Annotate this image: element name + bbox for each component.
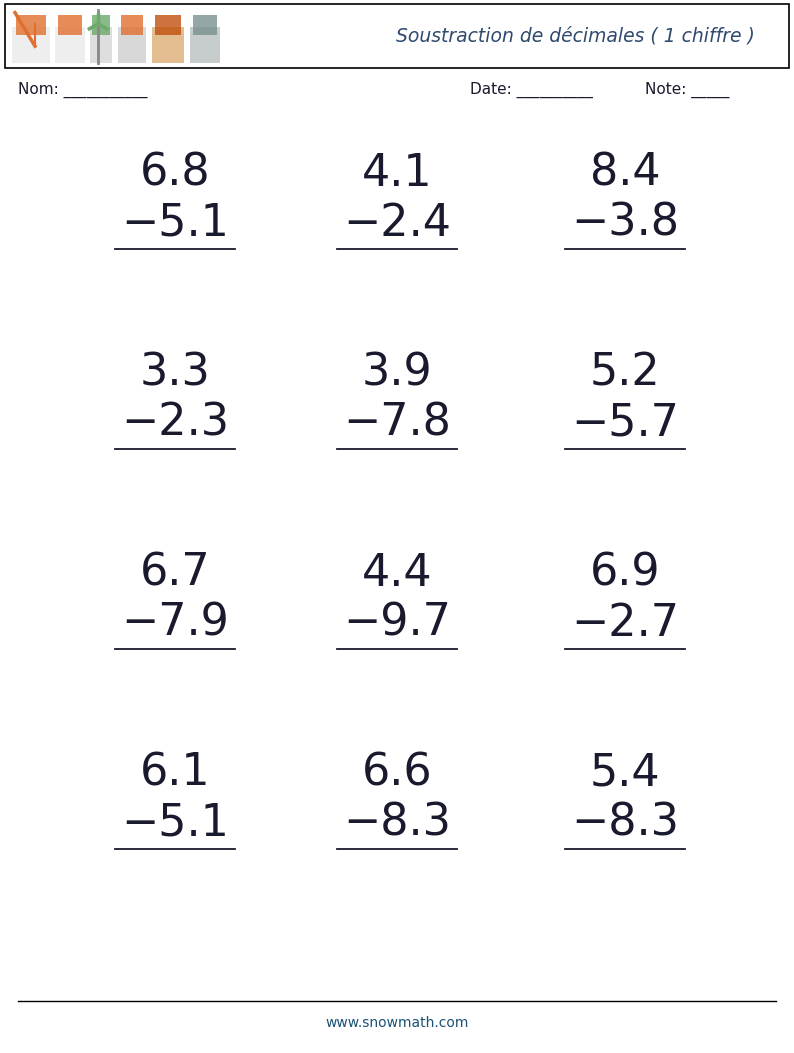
Text: 5.2: 5.2 <box>590 352 661 395</box>
Text: −2.7: −2.7 <box>571 601 679 644</box>
FancyBboxPatch shape <box>90 26 112 63</box>
FancyBboxPatch shape <box>58 16 82 35</box>
Text: −3.8: −3.8 <box>571 201 679 244</box>
Text: 6.1: 6.1 <box>140 752 210 795</box>
Text: −5.7: −5.7 <box>571 401 679 444</box>
Text: 3.9: 3.9 <box>361 352 433 395</box>
Text: Date: __________: Date: __________ <box>470 82 593 98</box>
FancyBboxPatch shape <box>16 16 46 35</box>
Text: 3.3: 3.3 <box>140 352 210 395</box>
Text: 6.9: 6.9 <box>590 552 661 595</box>
FancyBboxPatch shape <box>55 26 85 63</box>
Text: 5.4: 5.4 <box>590 752 661 795</box>
Text: −2.3: −2.3 <box>121 401 229 444</box>
FancyBboxPatch shape <box>193 16 217 35</box>
Text: −7.8: −7.8 <box>343 401 451 444</box>
Text: −5.1: −5.1 <box>121 201 229 244</box>
FancyBboxPatch shape <box>5 4 789 68</box>
FancyBboxPatch shape <box>12 26 50 63</box>
FancyBboxPatch shape <box>121 16 143 35</box>
Text: −8.3: −8.3 <box>571 801 679 845</box>
Text: Note: _____: Note: _____ <box>645 82 730 98</box>
Text: 6.7: 6.7 <box>140 552 210 595</box>
FancyBboxPatch shape <box>92 16 110 35</box>
Text: Soustraction de décimales ( 1 chiffre ): Soustraction de décimales ( 1 chiffre ) <box>396 26 755 45</box>
FancyBboxPatch shape <box>118 26 146 63</box>
Text: 6.6: 6.6 <box>362 752 432 795</box>
FancyBboxPatch shape <box>152 26 184 63</box>
Text: Nom: ___________: Nom: ___________ <box>18 82 148 98</box>
Text: −9.7: −9.7 <box>343 601 451 644</box>
Text: −7.9: −7.9 <box>121 601 229 644</box>
Text: www.snowmath.com: www.snowmath.com <box>326 1016 468 1030</box>
Text: −5.1: −5.1 <box>121 801 229 845</box>
Text: 8.4: 8.4 <box>590 152 661 195</box>
Text: −8.3: −8.3 <box>343 801 451 845</box>
Text: −2.4: −2.4 <box>343 201 451 244</box>
FancyBboxPatch shape <box>155 16 181 35</box>
Text: 4.1: 4.1 <box>362 152 432 195</box>
Text: 6.8: 6.8 <box>140 152 210 195</box>
FancyBboxPatch shape <box>190 26 220 63</box>
Text: 4.4: 4.4 <box>362 552 432 595</box>
